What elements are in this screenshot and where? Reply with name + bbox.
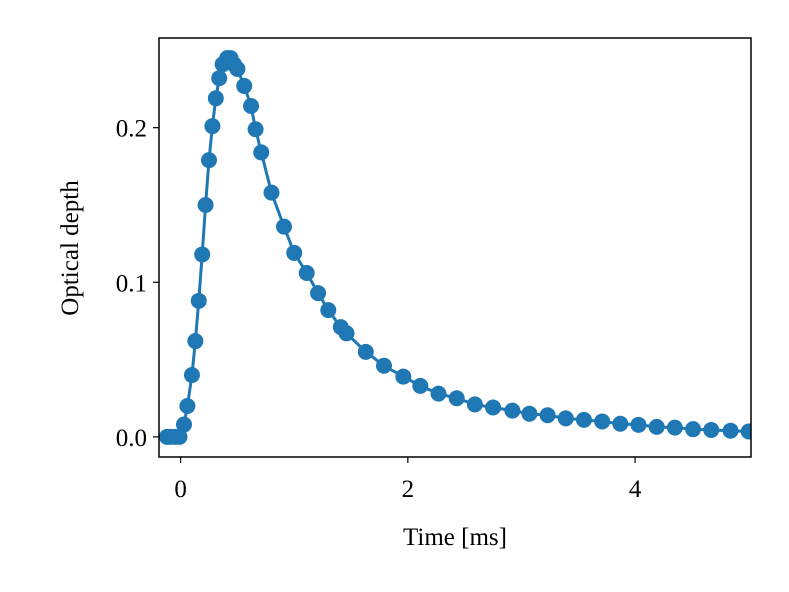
marker <box>485 399 502 416</box>
marker <box>197 196 214 213</box>
line <box>166 56 749 439</box>
marker <box>395 368 412 385</box>
marker <box>521 405 538 422</box>
marker <box>247 121 264 138</box>
marker <box>263 184 280 201</box>
marker <box>207 90 224 107</box>
marker <box>594 413 611 430</box>
marker <box>612 415 629 432</box>
y-tick-label: 0.0 <box>116 425 147 452</box>
y-axis-label: Optical depth <box>57 180 84 316</box>
marker <box>187 333 204 350</box>
x-tick-label: 2 <box>402 476 415 503</box>
marker <box>448 390 465 407</box>
marker <box>412 377 429 394</box>
y-tick-label: 0.2 <box>116 116 147 143</box>
marker <box>310 285 327 302</box>
marker <box>539 407 556 424</box>
marker <box>175 416 192 433</box>
marker <box>253 144 270 161</box>
marker <box>504 402 521 419</box>
marker <box>190 292 207 309</box>
marker <box>298 265 315 282</box>
x-axis-label: Time [ms] <box>403 524 507 551</box>
marker <box>375 357 392 374</box>
marker <box>183 367 200 384</box>
marker <box>430 385 447 402</box>
marker <box>286 244 303 261</box>
y-tick-label: 0.1 <box>116 270 147 297</box>
x-tick-label: 0 <box>174 476 187 503</box>
plot-frame <box>158 37 752 458</box>
marker <box>357 343 374 360</box>
marker <box>171 428 188 445</box>
marker <box>243 98 260 115</box>
marker <box>557 410 574 427</box>
marker <box>648 418 665 435</box>
marker <box>194 246 211 263</box>
marker <box>338 325 355 342</box>
marker <box>200 152 217 169</box>
marker <box>666 419 683 436</box>
marker <box>236 77 253 94</box>
marker <box>685 421 702 438</box>
x-tick-label: 4 <box>629 476 642 503</box>
marker <box>204 118 221 135</box>
marker <box>179 397 196 414</box>
marker <box>703 421 720 438</box>
marker <box>575 411 592 428</box>
marker <box>275 218 292 235</box>
marker <box>466 396 483 413</box>
marker <box>722 422 739 439</box>
marker <box>229 60 246 77</box>
marker <box>320 302 337 319</box>
marker <box>740 423 751 440</box>
marker <box>630 416 647 433</box>
marker <box>211 70 228 87</box>
